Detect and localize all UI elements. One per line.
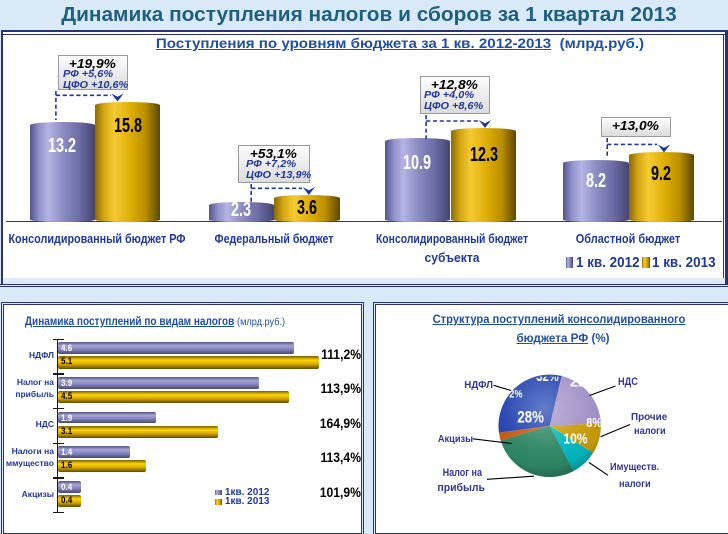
svg-text:2%: 2% [509,389,522,401]
svg-text:32%: 32% [536,367,559,384]
svg-text:10%: 10% [564,431,588,447]
svg-text:8%: 8% [586,415,602,430]
svg-text:28%: 28% [517,408,544,427]
svg-text:22%: 22% [570,373,600,390]
